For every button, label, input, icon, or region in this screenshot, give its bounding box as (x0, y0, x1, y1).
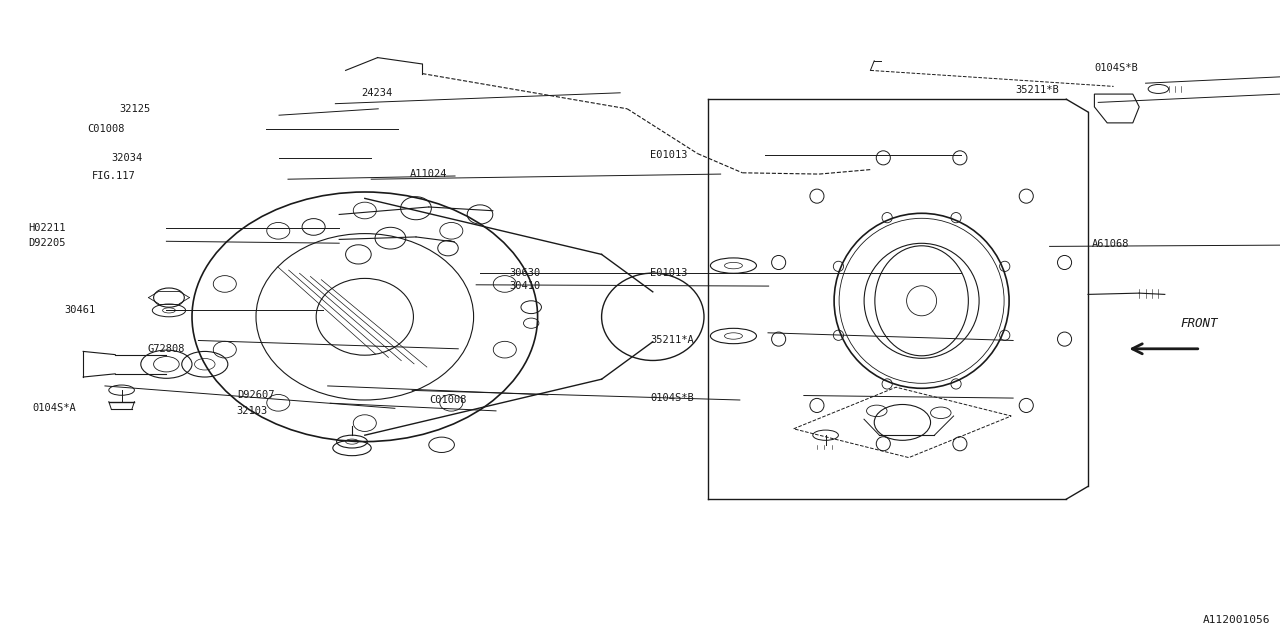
Text: FRONT: FRONT (1180, 317, 1219, 330)
Text: 32103: 32103 (237, 406, 268, 416)
Text: 0104S*A: 0104S*A (32, 403, 76, 413)
Text: 32125: 32125 (119, 104, 150, 114)
Text: 30630: 30630 (509, 268, 540, 278)
Text: A112001056: A112001056 (1202, 615, 1270, 625)
Text: D92607: D92607 (237, 390, 274, 400)
Text: A11024: A11024 (410, 169, 447, 179)
Text: E01013: E01013 (650, 150, 687, 160)
Text: G72808: G72808 (147, 344, 184, 354)
Text: 0104S*B: 0104S*B (1094, 63, 1138, 74)
Text: 30461: 30461 (64, 305, 95, 315)
Text: C01008: C01008 (429, 395, 466, 405)
Text: A61068: A61068 (1092, 239, 1129, 250)
Text: 24234: 24234 (361, 88, 392, 98)
Text: E01013: E01013 (650, 268, 687, 278)
Text: D92205: D92205 (28, 238, 65, 248)
Text: 35211*A: 35211*A (650, 335, 694, 346)
Text: H02211: H02211 (28, 223, 65, 234)
Text: 35211*B: 35211*B (1015, 84, 1059, 95)
Text: 32034: 32034 (111, 153, 142, 163)
Text: C01008: C01008 (87, 124, 124, 134)
Text: 30410: 30410 (509, 281, 540, 291)
Text: FIG.117: FIG.117 (92, 171, 136, 181)
Text: 0104S*B: 0104S*B (650, 393, 694, 403)
